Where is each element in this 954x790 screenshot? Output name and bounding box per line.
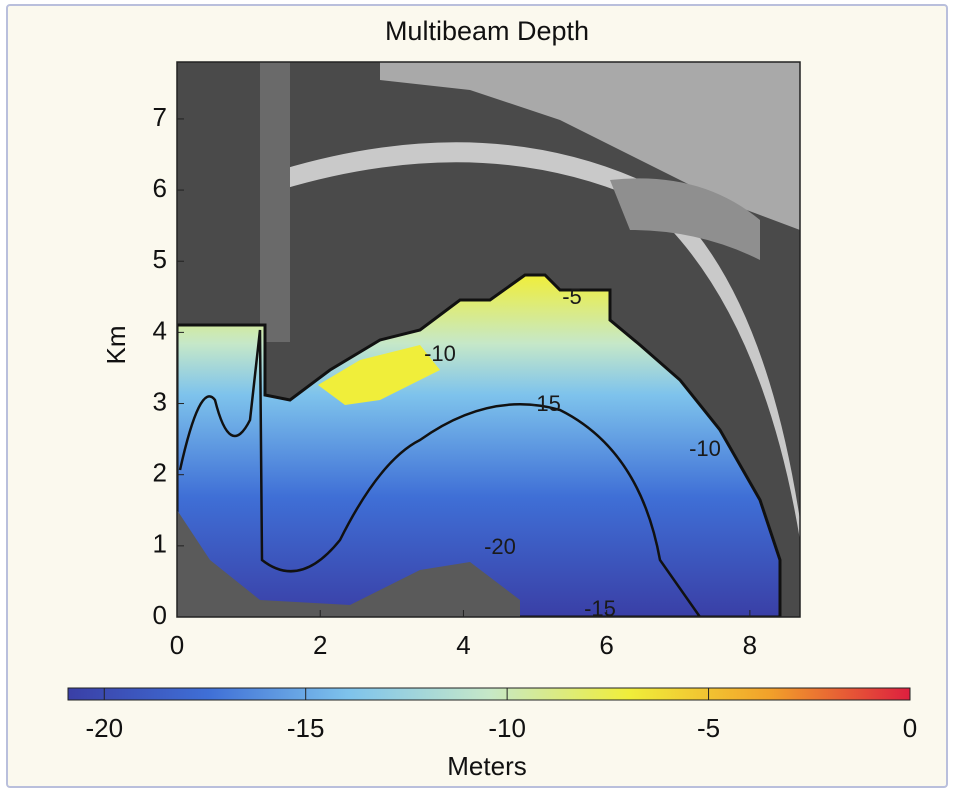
y-tick-label: 3 bbox=[153, 386, 167, 416]
colorbar-label: Meters bbox=[447, 751, 526, 781]
colorbar bbox=[67, 687, 911, 701]
x-tick-label: 8 bbox=[743, 630, 757, 660]
contour-label: -20 bbox=[484, 534, 516, 559]
contour-label: -15 bbox=[529, 391, 561, 416]
contour-label: -15 bbox=[584, 596, 616, 621]
y-tick-label: 5 bbox=[153, 244, 167, 274]
colorbar-tick-label: -15 bbox=[287, 713, 325, 743]
jetty bbox=[260, 62, 290, 342]
y-tick-label: 2 bbox=[153, 458, 167, 488]
land bbox=[380, 62, 800, 230]
shallow-area bbox=[318, 345, 440, 405]
y-tick-label: 4 bbox=[153, 315, 167, 345]
lagoon bbox=[610, 178, 760, 260]
contour-label: -5 bbox=[562, 284, 582, 309]
y-tick-label: 7 bbox=[153, 102, 167, 132]
y-tick-label: 1 bbox=[153, 529, 167, 559]
contour-label: -10 bbox=[689, 436, 721, 461]
y-tick-label: 6 bbox=[153, 173, 167, 203]
colorbar-tick-label: -5 bbox=[697, 713, 720, 743]
x-tick-label: 2 bbox=[313, 630, 327, 660]
plot-frame bbox=[176, 61, 801, 618]
map bbox=[177, 62, 800, 617]
x-tick-label: 4 bbox=[456, 630, 470, 660]
colorbar-tick-label: 0 bbox=[903, 713, 917, 743]
y-tick-label: 0 bbox=[153, 600, 167, 630]
y-axis-label: Km bbox=[101, 326, 131, 365]
depth-surface bbox=[177, 273, 782, 617]
contour bbox=[178, 329, 702, 617]
contour-label: -10 bbox=[424, 341, 456, 366]
colorbar-tick-label: -10 bbox=[488, 713, 526, 743]
unsurveyed bbox=[177, 510, 520, 617]
x-tick-label: 6 bbox=[599, 630, 613, 660]
colorbar-tick-label: -20 bbox=[85, 713, 123, 743]
x-tick-label: 0 bbox=[170, 630, 184, 660]
chart-title: Multibeam Depth bbox=[385, 16, 589, 46]
